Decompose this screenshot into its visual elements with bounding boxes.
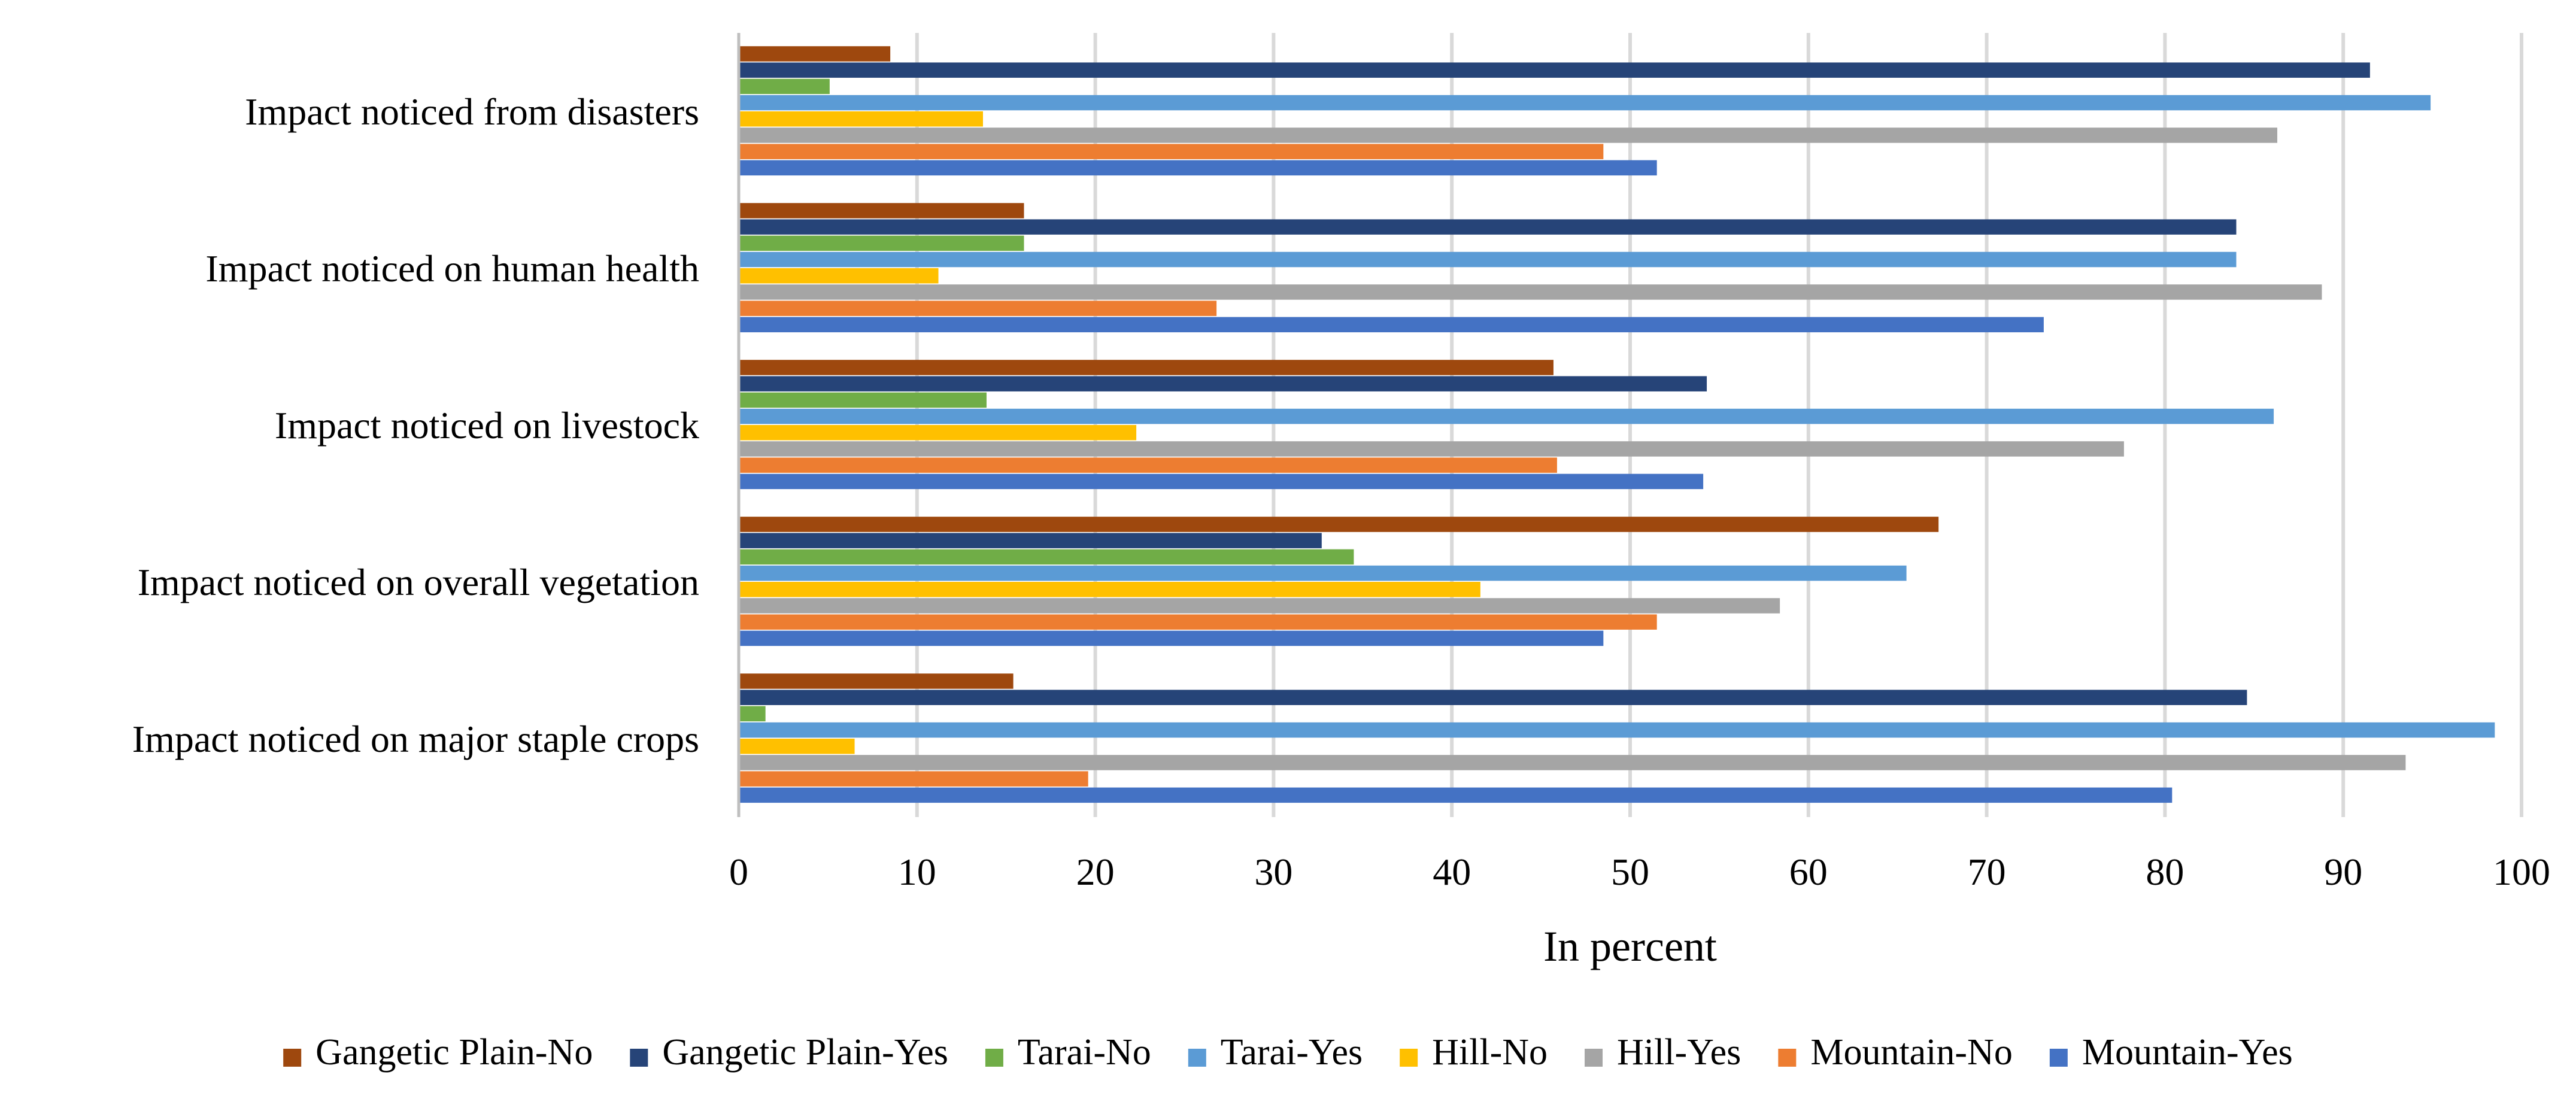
legend-item-2: Tarai-No (985, 1032, 1151, 1073)
bar-2-2 (739, 392, 987, 408)
x-tick-label-80: 80 (2146, 851, 2184, 893)
x-axis-title: In percent (1543, 922, 1717, 970)
legend-item-4: Hill-No (1400, 1032, 1548, 1073)
bar-2-1 (739, 376, 1707, 391)
category-label-1: Impact noticed on human health (205, 247, 699, 290)
bar-0-5 (739, 128, 2278, 143)
bar-1-6 (739, 300, 1217, 316)
bar-3-2 (739, 549, 1354, 565)
bar-group-1 (739, 203, 2322, 333)
legend-label-1: Gangetic Plain-Yes (662, 1032, 948, 1073)
x-tick-label-30: 30 (1254, 851, 1292, 893)
bar-3-1 (739, 533, 1322, 548)
bar-1-2 (739, 235, 1024, 251)
bar-3-7 (739, 630, 1604, 646)
bar-2-3 (739, 408, 2274, 424)
legend-item-1: Gangetic Plain-Yes (630, 1032, 948, 1073)
x-tick-label-70: 70 (1968, 851, 2006, 893)
legend-item-3: Tarai-Yes (1188, 1032, 1363, 1073)
legend-swatch-0 (283, 1049, 302, 1067)
bar-0-6 (739, 144, 1604, 159)
x-tick-label-50: 50 (1611, 851, 1649, 893)
legend-label-7: Mountain-Yes (2082, 1032, 2293, 1073)
x-tick-label-60: 60 (1789, 851, 1828, 893)
bar-2-7 (739, 473, 1704, 490)
bar-0-0 (739, 46, 891, 62)
x-tick-label-100: 100 (2493, 851, 2550, 893)
bar-2-5 (739, 441, 2124, 457)
x-tick-label-10: 10 (898, 851, 936, 893)
category-label-2: Impact noticed on livestock (275, 404, 699, 447)
bar-4-2 (739, 706, 766, 722)
legend-label-2: Tarai-No (1018, 1032, 1151, 1073)
legend-label-0: Gangetic Plain-No (315, 1032, 593, 1073)
bar-group-4 (739, 673, 2495, 803)
bar-2-0 (739, 360, 1554, 375)
bar-1-5 (739, 284, 2322, 300)
bar-2-4 (739, 425, 1137, 441)
x-tick-label-40: 40 (1433, 851, 1471, 893)
legend-swatch-2 (985, 1049, 1003, 1067)
bar-0-4 (739, 111, 983, 127)
bar-3-6 (739, 614, 1657, 630)
bar-0-3 (739, 95, 2431, 111)
legend-label-5: Hill-Yes (1617, 1032, 1741, 1073)
legend-label-4: Hill-No (1432, 1032, 1548, 1073)
bar-1-1 (739, 219, 2237, 235)
bar-1-7 (739, 317, 2044, 333)
bar-4-4 (739, 739, 855, 754)
bar-1-0 (739, 203, 1024, 218)
x-tick-label-20: 20 (1076, 851, 1115, 893)
legend-item-7: Mountain-Yes (2049, 1032, 2293, 1073)
bar-group-0 (739, 46, 2431, 176)
bars (739, 46, 2495, 803)
x-tick-label-90: 90 (2324, 851, 2362, 893)
bar-4-0 (739, 673, 1014, 689)
legend-swatch-4 (1400, 1049, 1418, 1067)
bar-4-5 (739, 755, 2406, 770)
legend-swatch-5 (1585, 1049, 1603, 1067)
bar-2-6 (739, 457, 1557, 473)
x-tick-label-0: 0 (729, 851, 748, 893)
legend-swatch-7 (2049, 1049, 2068, 1067)
legend-swatch-1 (630, 1049, 648, 1067)
category-label-3: Impact noticed on overall vegetation (138, 561, 699, 603)
bar-0-7 (739, 160, 1657, 176)
labels: Impact noticed from disasters Impact noti… (132, 90, 2550, 970)
bar-1-4 (739, 268, 939, 284)
legend-swatch-3 (1188, 1049, 1206, 1067)
bar-4-3 (739, 722, 2495, 738)
bar-group-2 (739, 360, 2274, 490)
category-label-4: Impact noticed on major staple crops (132, 718, 699, 760)
legend-item-5: Hill-Yes (1585, 1032, 1741, 1073)
legend-item-6: Mountain-No (1778, 1032, 2013, 1073)
bar-3-5 (739, 598, 1780, 614)
bar-1-3 (739, 251, 2237, 268)
legend-label-3: Tarai-Yes (1221, 1032, 1363, 1073)
bar-group-3 (739, 517, 1939, 646)
legend: Gangetic Plain-No Gangetic Plain-Yes Tarai… (283, 1032, 2293, 1073)
bar-0-1 (739, 62, 2370, 78)
legend-swatch-6 (1778, 1049, 1797, 1067)
bar-4-7 (739, 787, 2173, 803)
legend-label-6: Mountain-No (1810, 1032, 2013, 1073)
category-label-0: Impact noticed from disasters (245, 90, 699, 133)
bar-4-1 (739, 690, 2247, 705)
bar-3-0 (739, 517, 1939, 532)
legend-item-0: Gangetic Plain-No (283, 1032, 593, 1073)
bar-4-6 (739, 771, 1088, 787)
bar-3-3 (739, 565, 1907, 581)
bar-0-2 (739, 78, 830, 95)
bar-3-4 (739, 582, 1480, 597)
